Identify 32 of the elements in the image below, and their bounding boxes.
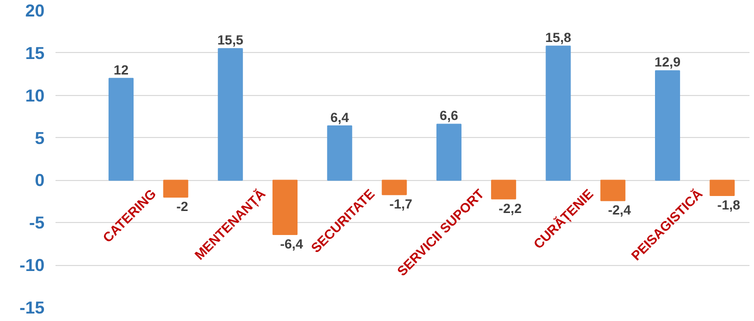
data-label: -1,7 bbox=[389, 196, 412, 212]
bar bbox=[272, 180, 298, 236]
data-label: 12 bbox=[114, 62, 128, 78]
data-label: 6,4 bbox=[330, 110, 350, 125]
data-label: -2,2 bbox=[498, 200, 522, 216]
data-label: 15,8 bbox=[545, 30, 572, 46]
y-tick-label: 20 bbox=[25, 0, 45, 20]
y-tick-label: 5 bbox=[34, 128, 45, 148]
y-tick-label: -15 bbox=[19, 298, 45, 318]
bar bbox=[382, 180, 407, 196]
data-label: 15,5 bbox=[217, 32, 244, 48]
bar bbox=[436, 124, 462, 181]
bar bbox=[218, 48, 243, 181]
bar bbox=[108, 78, 134, 181]
data-label: 12,9 bbox=[654, 54, 681, 70]
data-label: -1,8 bbox=[717, 197, 740, 212]
y-tick-label: 15 bbox=[25, 42, 45, 63]
bar bbox=[546, 46, 571, 181]
y-tick-label: -5 bbox=[29, 212, 45, 233]
data-label: -2,4 bbox=[608, 202, 632, 218]
bar bbox=[327, 125, 352, 181]
bar bbox=[655, 70, 680, 181]
bar bbox=[491, 180, 516, 200]
y-tick-label: 0 bbox=[34, 170, 45, 190]
y-tick-label: 10 bbox=[25, 85, 45, 106]
data-label: -2 bbox=[176, 199, 188, 214]
bar bbox=[710, 180, 735, 196]
y-tick-label: -10 bbox=[19, 255, 44, 276]
data-label: 6,6 bbox=[440, 108, 458, 124]
bar bbox=[600, 180, 626, 202]
bar bbox=[163, 180, 188, 198]
data-label: -6,4 bbox=[280, 236, 304, 252]
